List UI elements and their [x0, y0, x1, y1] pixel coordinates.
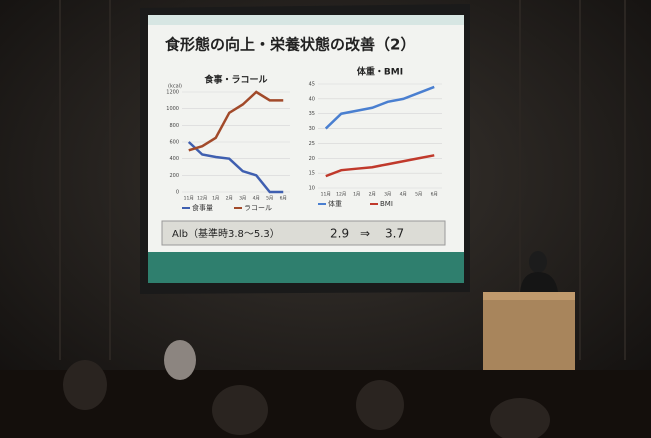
x-tick-label: 4月 — [253, 196, 260, 202]
y-tick-label: 45 — [309, 82, 315, 88]
x-tick-label: 3月 — [239, 196, 246, 202]
x-tick-label: 12月 — [197, 196, 207, 202]
alb-after: 3.7 — [385, 227, 404, 241]
speaker-head — [529, 251, 547, 273]
y-tick-label: 40 — [309, 96, 315, 102]
y-tick-label: 400 — [169, 156, 179, 162]
x-tick-label: 5月 — [415, 192, 422, 198]
y-tick-label: 25 — [309, 141, 315, 147]
x-tick-label: 11月 — [321, 192, 331, 198]
x-tick-label: 6月 — [431, 192, 438, 198]
y-tick-label: 1000 — [166, 106, 179, 112]
x-tick-label: 11月 — [184, 196, 194, 202]
legend-label: 食事量 — [192, 203, 213, 212]
x-tick-label: 5月 — [266, 196, 273, 202]
x-tick-label: 1月 — [353, 192, 360, 198]
x-tick-label: 6月 — [280, 196, 287, 202]
legend-label: 体重 — [328, 199, 342, 208]
alb-arrow: ⇒ — [360, 227, 370, 241]
y-tick-label: 30 — [309, 126, 315, 132]
alb-label: Alb（基準時3.8～5.3） — [172, 227, 280, 240]
y-tick-label: 35 — [309, 111, 315, 117]
chart-title: 食事・ラコール — [203, 74, 267, 86]
x-tick-label: 1月 — [212, 196, 219, 202]
slide-band — [148, 15, 464, 25]
legend-label: ラコール — [244, 204, 272, 212]
chart-title: 体重・BMI — [357, 66, 403, 78]
x-tick-label: 12月 — [336, 192, 346, 198]
photo: 食形態の向上・栄養状態の改善（2） 食事・ラコール(kcal)020040060… — [0, 0, 651, 438]
legend-label: BMI — [380, 200, 393, 208]
x-tick-label: 2月 — [369, 192, 376, 198]
alb-before: 2.9 — [330, 227, 349, 241]
y-tick-label: 0 — [176, 190, 179, 196]
y-tick-label: 15 — [309, 171, 315, 177]
y-tick-label: 1200 — [166, 90, 179, 96]
y-tick-label: 800 — [169, 123, 179, 129]
slide-title: 食形態の向上・栄養状態の改善（2） — [165, 36, 415, 54]
x-tick-label: 4月 — [400, 192, 407, 198]
slide-footer — [148, 252, 464, 283]
x-tick-label: 3月 — [384, 192, 391, 198]
podium-top — [483, 292, 575, 300]
y-tick-label: 200 — [169, 173, 179, 179]
y-tick-label: 20 — [309, 156, 315, 162]
y-tick-label: 600 — [169, 140, 179, 146]
y-tick-label: 10 — [309, 186, 315, 192]
x-tick-label: 2月 — [226, 196, 233, 202]
